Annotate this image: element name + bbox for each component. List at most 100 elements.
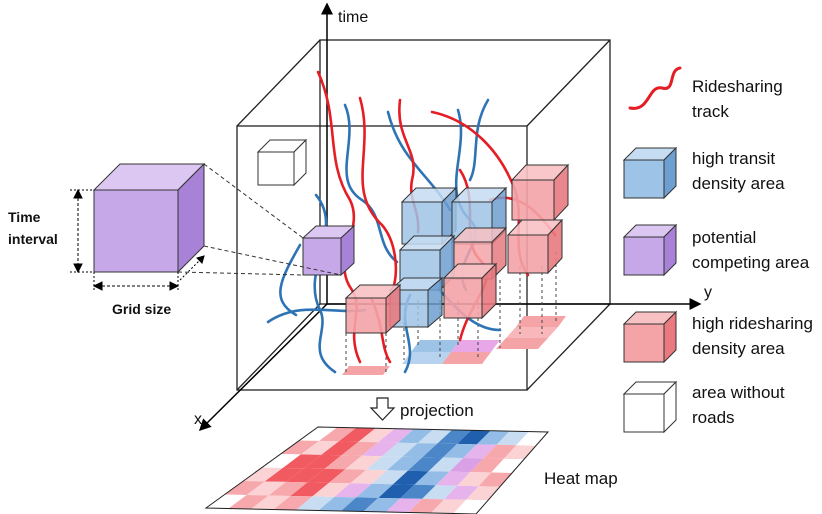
heat-map-cell <box>422 443 458 458</box>
heat-map-cell <box>264 468 304 482</box>
legend-high-transit-icon <box>622 146 678 200</box>
heat-map-label: Heat map <box>544 469 618 488</box>
legend-high-ridesharing-icon <box>622 310 678 364</box>
projection-arrow-icon <box>369 397 396 421</box>
heat-map-cell <box>228 495 269 509</box>
heat-map-cell <box>463 444 497 459</box>
heat-map-cell <box>350 469 387 484</box>
heat-map-cell <box>280 440 320 455</box>
red-cube-5 <box>344 283 402 335</box>
heat-map-cell <box>321 441 359 456</box>
projection-label: projection <box>400 401 474 420</box>
heat-map-cell <box>300 440 339 455</box>
heat-map-cell <box>386 498 423 513</box>
heat-map-cell <box>478 472 512 487</box>
heat-map-cell <box>303 454 342 469</box>
heat-map-cell <box>324 455 362 470</box>
legend-potential-competing-line2: competing area <box>692 253 810 272</box>
legend-ridesharing-track-line1: Ridesharing <box>692 77 783 96</box>
heat-map-cell <box>382 442 418 457</box>
heat-map-cell <box>251 495 291 510</box>
legend-ridesharing-track-icon <box>628 66 682 110</box>
heat-map-cell <box>435 471 471 486</box>
heat-map-cell <box>453 499 488 514</box>
heat-map-cell <box>428 457 464 472</box>
heat-map-cell <box>366 456 403 471</box>
heat-map-cell <box>491 458 524 473</box>
heat-map-cell <box>496 431 529 446</box>
heat-map-cell <box>307 468 346 483</box>
time-interval-marker <box>70 188 94 274</box>
axis-y-label: y <box>704 284 712 301</box>
heat-map-cell <box>393 470 429 485</box>
time-interval-label-1: Time <box>8 209 41 225</box>
legend-high-transit-line1: high transit <box>692 149 775 168</box>
heat-map-cell <box>407 457 443 472</box>
heat-map-cell <box>476 430 510 445</box>
heat-map-cell <box>444 485 479 500</box>
legend-high-ridesharing-line1: high ridesharing <box>692 314 813 333</box>
heat-map-cell <box>290 482 329 497</box>
heat-map-cell <box>516 431 548 446</box>
heat-map-cell <box>422 485 458 500</box>
legend-potential-competing-line1: potential <box>692 228 756 247</box>
heat-map-cell <box>470 458 504 473</box>
heat-map-cell <box>273 496 313 510</box>
heat-map-cell <box>334 483 372 498</box>
heat-map-cell <box>414 471 450 486</box>
heat-map-cell <box>246 481 287 496</box>
heat-map-cell <box>378 484 415 499</box>
legend-high-ridesharing-line2: density area <box>692 339 785 358</box>
axis-time-label: time <box>338 9 368 26</box>
heat-map <box>204 426 550 514</box>
heat-map-cell <box>397 429 433 444</box>
floor-projection <box>342 316 566 375</box>
purple-cube-small <box>301 224 356 277</box>
heat-map-cell <box>358 428 395 443</box>
heat-map-cell <box>442 443 477 458</box>
heat-map-cell <box>345 455 383 470</box>
heat-map-cell <box>363 497 401 512</box>
heat-map-cell <box>268 481 308 496</box>
heat-map-cell <box>387 456 423 471</box>
heat-map-cell <box>503 445 536 460</box>
heat-map-cell <box>299 427 338 441</box>
legend-without-roads-line1: area without <box>692 383 785 402</box>
heat-map-cell <box>371 470 408 485</box>
red-cube-1 <box>510 163 570 222</box>
heat-map-cell <box>312 482 351 497</box>
red-cube-2 <box>506 218 564 275</box>
axis-x-label: x <box>194 411 202 428</box>
red-cube-4 <box>442 262 498 320</box>
grid-size-label: Grid size <box>112 301 171 317</box>
heat-map-cell <box>402 443 438 458</box>
heat-map-cell <box>437 429 472 444</box>
heat-map-cell <box>338 427 376 442</box>
heat-map-cell <box>361 442 398 457</box>
heat-map-cell <box>483 444 517 459</box>
time-interval-label-2: interval <box>8 231 58 247</box>
heat-map-cell <box>286 468 325 483</box>
heat-map-cell <box>457 472 492 487</box>
legend-potential-competing-icon <box>622 223 678 277</box>
white-cube-small <box>256 138 308 187</box>
heat-map-cell <box>431 499 467 514</box>
zoomed-grid-cube <box>92 162 206 274</box>
heat-map-cell <box>449 458 484 473</box>
legend-ridesharing-track-line2: track <box>692 102 729 121</box>
heat-map-cell <box>296 496 335 511</box>
heat-map-cell <box>466 486 500 501</box>
heat-map-cell <box>341 441 379 456</box>
heat-map-cell <box>400 484 436 499</box>
heat-map-cell <box>224 481 265 495</box>
heat-map-cell <box>341 497 379 512</box>
zoom-dashes <box>177 163 342 276</box>
heat-map-cell <box>319 427 357 442</box>
heat-map-cell <box>378 428 414 443</box>
heat-map-outline <box>204 426 550 514</box>
legend: Ridesharing track high transit density a… <box>622 66 813 434</box>
heat-map-cell <box>243 467 283 482</box>
heat-map-cell <box>282 454 322 469</box>
heat-map-cell <box>318 496 357 511</box>
heat-map-cell <box>262 454 301 468</box>
